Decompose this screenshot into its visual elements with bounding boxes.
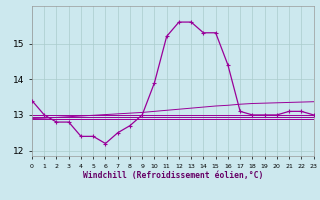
X-axis label: Windchill (Refroidissement éolien,°C): Windchill (Refroidissement éolien,°C) xyxy=(83,171,263,180)
